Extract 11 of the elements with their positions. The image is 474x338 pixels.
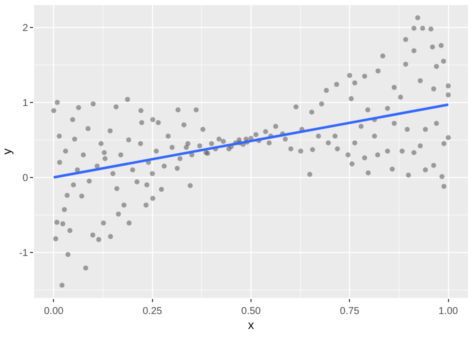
y-tick-label: 0 (22, 172, 28, 184)
y-axis-title: y (0, 148, 14, 154)
x-tick-label: 0.25 (142, 306, 163, 317)
y-tick-label: 2 (22, 22, 28, 34)
y-tick-label: 1 (22, 98, 28, 109)
x-tick-label: 0.75 (340, 306, 360, 317)
x-tick-label: 0.00 (44, 306, 64, 317)
x-tick-label: 1.00 (438, 306, 458, 317)
x-axis-title: x (248, 318, 254, 332)
x-tick-label: 0.50 (241, 306, 262, 317)
y-tick-label: -1 (19, 248, 28, 259)
